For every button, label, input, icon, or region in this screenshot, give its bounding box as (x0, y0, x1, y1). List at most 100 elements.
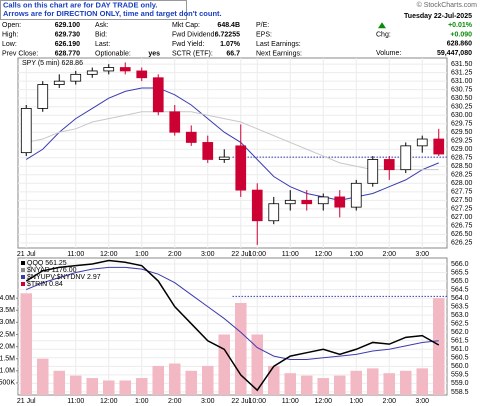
x-tick-label: 2:00 (382, 251, 396, 258)
quote-label: Chg: (376, 31, 391, 38)
y-tick-label: 626.25 (451, 240, 473, 247)
x-tick-label: 3:00 (201, 398, 215, 405)
candle-body (383, 159, 395, 171)
candle-body (20, 107, 32, 154)
y-tick-label: 561.0 (451, 346, 469, 353)
volume-bar (432, 298, 445, 395)
candle-body (301, 199, 313, 205)
candle-body (86, 70, 98, 75)
source: © StockCharts.com (417, 1, 478, 9)
candle-body (152, 77, 164, 113)
legend-swatch (21, 268, 25, 272)
up-arrow (378, 22, 386, 29)
y-tick-label: 629.00 (451, 146, 473, 153)
y-tick-label: 559.0 (451, 380, 469, 387)
x-tick-label: 11:00 (282, 398, 299, 405)
y-tick-label: 629.25 (451, 138, 473, 145)
y-tick-label: 560.5 (451, 355, 469, 362)
volume-tick-label: 2.5M (0, 331, 15, 338)
y-tick-label: 628.75 (451, 155, 473, 162)
x-tick-label: 3:00 (415, 398, 429, 405)
quote-value: 629.730 (55, 31, 80, 38)
note: Calls on this chart are for DAY TRADE on… (3, 0, 157, 9)
volume-bar (350, 370, 363, 395)
quote-value: +0.01% (448, 22, 473, 29)
quote-value: 628.770 (55, 50, 80, 57)
quote-label: Fwd Dividend: (172, 31, 216, 38)
y-tick-label: 564.5 (451, 286, 469, 293)
x-tick-label: 21 Jul (17, 398, 36, 405)
candle-body (218, 156, 230, 160)
x-tick-label: 10:00 (248, 398, 266, 405)
volume-bar (333, 375, 346, 395)
quote-value: yes (148, 50, 160, 57)
y-tick-label: 630.00 (451, 112, 473, 119)
volume-tick-label: 1.0M (0, 368, 15, 375)
legend-swatch (21, 275, 25, 279)
legend-item: $NYUPV:$NYDNV 2.97 (27, 274, 101, 281)
y-tick-label: 628.00 (451, 180, 473, 187)
y-tick-label: 566.0 (451, 261, 469, 268)
y-tick-label: 627.25 (451, 206, 473, 213)
volume-bar (53, 370, 66, 395)
quote-value: 59,447,080 (437, 50, 472, 57)
volume-bar (102, 380, 115, 395)
y-tick-label: 559.5 (451, 372, 469, 379)
candle-body (317, 196, 329, 205)
quote-label: Next Earnings: (256, 50, 302, 57)
y-tick-label: 564.0 (451, 295, 469, 302)
y-tick-label: 627.00 (451, 214, 473, 221)
volume-bar (234, 303, 247, 395)
y-tick-label: 565.0 (451, 278, 469, 285)
x-tick-label: 2:00 (382, 398, 396, 405)
moving-average (26, 266, 439, 361)
y-tick-label: 629.50 (451, 129, 473, 136)
legend-item: QQQ 561.25 (27, 260, 67, 267)
y-tick-label: 631.25 (451, 69, 473, 76)
quote-value: 626.190 (55, 41, 80, 48)
y-tick-label: 630.50 (451, 95, 473, 102)
x-tick-label: 12:00 (314, 398, 332, 405)
quote-value: 629.100 (55, 22, 80, 29)
candle-body (37, 84, 49, 109)
candle-body (185, 131, 197, 143)
candle-body (202, 142, 214, 160)
volume-bar (135, 378, 148, 395)
y-tick-label: 629.75 (451, 121, 473, 128)
volume-bar (416, 368, 429, 395)
y-tick-label: 630.25 (451, 104, 473, 111)
quote-value: 1.07% (220, 41, 241, 48)
quote-value: 648.4B (217, 22, 240, 29)
x-tick-label: 22 Jul (231, 398, 250, 405)
x-tick-label: 1:00 (349, 398, 363, 405)
panel (17, 57, 448, 249)
x-tick-label: 21 Jul (17, 251, 36, 258)
volume-bar (36, 358, 49, 395)
candle-body (334, 196, 346, 208)
candle-body (251, 189, 263, 222)
quote-label: Mkt Cap: (172, 22, 200, 29)
y-tick-label: 626.50 (451, 231, 473, 238)
candle-body (400, 145, 412, 171)
candle-body (103, 67, 115, 72)
x-tick-label: 11:00 (282, 251, 299, 258)
candle-body (53, 80, 65, 85)
y-tick-label: 626.75 (451, 223, 473, 230)
quote-label: P/E: (256, 22, 269, 29)
y-tick-label: 560.0 (451, 363, 469, 370)
volume-tick-label: 4.0M (0, 295, 15, 302)
note-box (0, 0, 187, 20)
candle-body (268, 203, 280, 222)
volume-bar (267, 365, 280, 395)
candle-body (169, 111, 181, 133)
volume-tick-label: 3.5M (0, 307, 15, 314)
legend: SPY (5 min) 628.86 (22, 60, 83, 67)
quote-label: SCTR (ETF): (172, 50, 213, 57)
quote-label: Last Earnings: (256, 41, 301, 48)
y-tick-label: 562.0 (451, 329, 469, 336)
volume-bar (218, 334, 231, 395)
moving-average (25, 87, 439, 201)
y-tick-label: 565.5 (451, 269, 469, 276)
volume-bar (201, 365, 214, 395)
